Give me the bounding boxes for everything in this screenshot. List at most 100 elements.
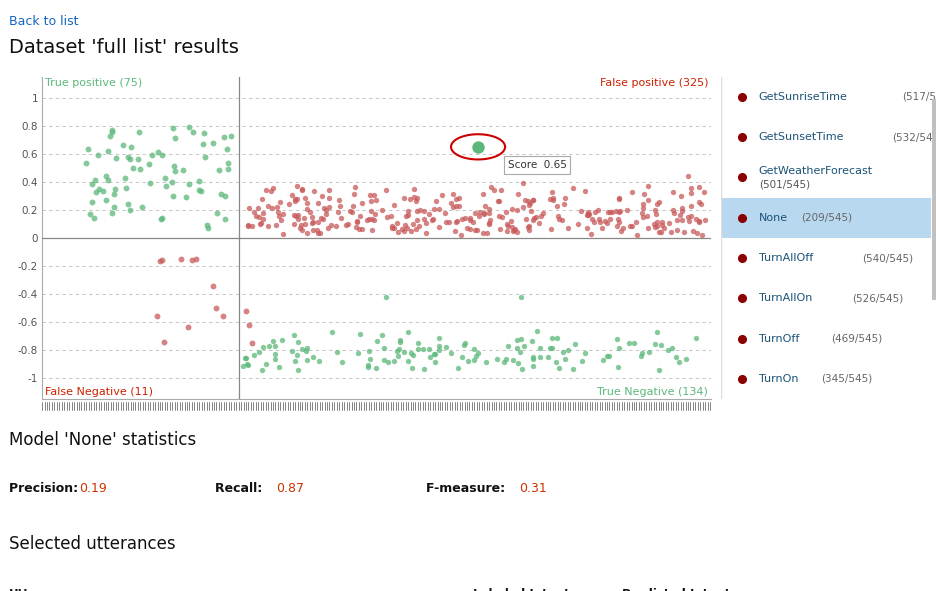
Point bbox=[79, 158, 94, 167]
Point bbox=[82, 209, 97, 218]
Point bbox=[592, 217, 607, 227]
Point bbox=[130, 154, 145, 163]
Point bbox=[321, 194, 336, 203]
Point bbox=[428, 349, 443, 359]
Text: (209/545): (209/545) bbox=[801, 213, 853, 223]
Point bbox=[431, 334, 446, 343]
Point bbox=[438, 217, 453, 227]
Point bbox=[291, 210, 306, 220]
Point bbox=[105, 127, 120, 137]
Point bbox=[466, 355, 481, 365]
Point bbox=[216, 132, 231, 142]
Point bbox=[544, 224, 559, 233]
Text: True Negative (134): True Negative (134) bbox=[597, 387, 708, 397]
Point bbox=[351, 349, 366, 358]
Point bbox=[349, 217, 364, 226]
Point bbox=[540, 353, 555, 362]
Point bbox=[387, 224, 402, 233]
Point bbox=[466, 344, 481, 353]
Point bbox=[477, 208, 492, 217]
Point bbox=[294, 220, 309, 230]
Point bbox=[533, 343, 548, 352]
Point bbox=[490, 196, 505, 206]
Text: TurnAllOff: TurnAllOff bbox=[759, 253, 812, 263]
Point bbox=[353, 211, 368, 220]
Point bbox=[629, 230, 644, 239]
Point bbox=[309, 225, 324, 235]
Point bbox=[417, 364, 431, 374]
Point bbox=[123, 205, 138, 215]
Point bbox=[557, 355, 572, 364]
Point bbox=[262, 341, 277, 350]
Point bbox=[289, 181, 304, 190]
Point bbox=[472, 212, 487, 221]
Point bbox=[442, 217, 457, 226]
Point bbox=[365, 226, 380, 235]
Text: 0.31: 0.31 bbox=[519, 482, 548, 495]
Point bbox=[166, 191, 181, 200]
Point bbox=[417, 206, 431, 216]
Point bbox=[490, 355, 505, 364]
Point bbox=[431, 346, 446, 355]
Point bbox=[405, 220, 420, 229]
Point bbox=[333, 213, 348, 222]
Point bbox=[449, 194, 464, 204]
Point bbox=[594, 223, 609, 232]
Point bbox=[167, 161, 182, 171]
Point bbox=[87, 176, 102, 185]
Point bbox=[692, 216, 707, 226]
Point bbox=[189, 254, 204, 263]
Point bbox=[182, 122, 197, 132]
Point bbox=[205, 139, 220, 148]
Point bbox=[600, 219, 615, 228]
Point bbox=[609, 221, 624, 230]
Point bbox=[86, 213, 101, 222]
Point bbox=[261, 202, 276, 211]
Point bbox=[431, 222, 446, 232]
Point bbox=[611, 194, 626, 204]
Point bbox=[335, 357, 350, 366]
Point bbox=[256, 342, 271, 352]
Point bbox=[602, 351, 617, 361]
Point bbox=[256, 214, 271, 223]
Point bbox=[526, 213, 541, 223]
Point bbox=[241, 203, 256, 213]
Point bbox=[409, 215, 424, 225]
Bar bbox=[932, 99, 936, 300]
Text: Model 'None' statistics: Model 'None' statistics bbox=[9, 431, 197, 449]
Point bbox=[370, 336, 385, 345]
Point bbox=[605, 207, 620, 217]
Point bbox=[487, 185, 502, 194]
Point bbox=[361, 347, 376, 356]
Text: True positive (75): True positive (75) bbox=[46, 79, 142, 89]
Point bbox=[683, 212, 698, 221]
Point bbox=[273, 215, 288, 225]
Point bbox=[265, 336, 280, 345]
Point bbox=[287, 356, 302, 366]
Point bbox=[401, 206, 416, 216]
Point bbox=[165, 178, 180, 187]
Point bbox=[558, 194, 573, 203]
Point bbox=[446, 189, 461, 198]
Point bbox=[511, 359, 526, 368]
Point bbox=[675, 207, 690, 216]
Point bbox=[431, 204, 446, 214]
Point bbox=[220, 144, 235, 153]
Point bbox=[544, 333, 559, 342]
Point bbox=[510, 206, 525, 215]
Point bbox=[427, 204, 442, 213]
Point bbox=[175, 165, 190, 175]
Point bbox=[359, 215, 374, 224]
Point bbox=[384, 221, 399, 230]
Point bbox=[580, 207, 595, 217]
Point bbox=[354, 224, 369, 233]
Text: (345/545): (345/545) bbox=[822, 374, 872, 384]
Point bbox=[80, 145, 95, 154]
Point bbox=[294, 186, 309, 195]
Point bbox=[455, 352, 470, 361]
Point bbox=[369, 363, 384, 373]
Point bbox=[192, 176, 207, 186]
Point bbox=[285, 190, 300, 200]
Point bbox=[377, 355, 392, 365]
Point bbox=[282, 199, 297, 209]
